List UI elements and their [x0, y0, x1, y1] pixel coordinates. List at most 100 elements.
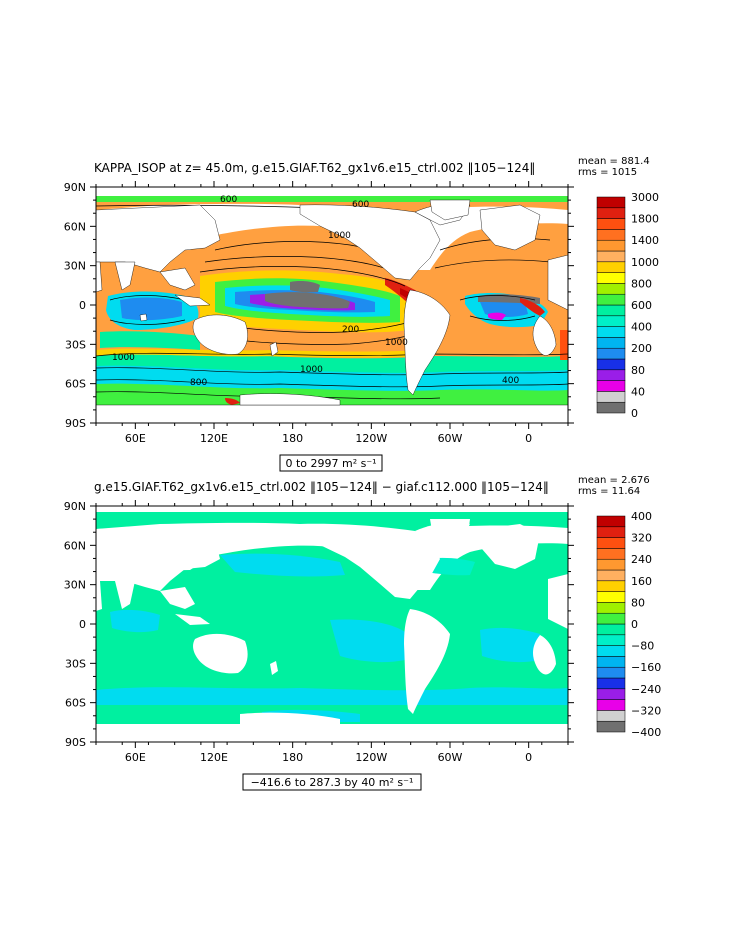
- colorbar-swatch: [596, 612, 626, 625]
- land-masses-2: [96, 519, 568, 742]
- y-tick-label: 90N: [64, 181, 86, 194]
- colorbar-label: 200: [631, 342, 652, 355]
- contour-label-group: 600 1000 1000 1000 1000 800 400 200 600: [112, 195, 519, 388]
- colorbar-swatch: [596, 677, 626, 690]
- contour-label: 600: [220, 195, 237, 205]
- colorbar-label: −320: [631, 704, 661, 717]
- panel-1: KAPPA_ISOP at z= 45.0m, g.e15.GIAF.T62_g…: [64, 156, 659, 472]
- x-tick-label: 120W: [355, 432, 387, 445]
- colorbar-swatch: [596, 710, 626, 722]
- x-tick-label: 60W: [438, 432, 463, 445]
- panel-1-range-label: 0 to 2997 m² s⁻¹: [285, 457, 376, 470]
- colorbar-swatch: [596, 293, 626, 306]
- colorbar-swatch: [596, 283, 626, 295]
- colorbar-label: 80: [631, 364, 645, 377]
- colorbar-swatch: [596, 347, 626, 360]
- colorbar-label: 1000: [631, 256, 659, 269]
- colorbar-label: 400: [631, 510, 652, 523]
- y-tick-label: 60S: [65, 697, 86, 710]
- colorbar-label: 800: [631, 277, 652, 290]
- colorbar-label: −240: [631, 683, 661, 696]
- panel-2-map: [96, 506, 568, 742]
- colorbar-swatch: [596, 304, 626, 317]
- colorbar-swatch: [596, 239, 626, 252]
- y-tick-label: 90N: [64, 500, 86, 513]
- panel-2-mean: mean = 2.676: [578, 475, 650, 486]
- panel-1-mean: mean = 881.4: [578, 156, 650, 167]
- contour-label: 1000: [300, 365, 323, 375]
- panel-2-rms: rms = 11.64: [578, 486, 640, 497]
- colorbar-swatch: [596, 569, 626, 582]
- panel-2-range-label: −416.6 to 287.3 by 40 m² s⁻¹: [251, 776, 414, 789]
- x-tick-label: 120E: [200, 751, 228, 764]
- panel-1-rms: rms = 1015: [578, 167, 637, 178]
- colorbar-label: 0: [631, 618, 638, 631]
- colorbar-label: 320: [631, 532, 652, 545]
- colorbar-swatch: [596, 720, 626, 733]
- x-tick-label: 0: [525, 432, 532, 445]
- ocean-field: [96, 196, 568, 423]
- colorbar-swatch: [596, 196, 626, 209]
- colorbar-label: 160: [631, 575, 652, 588]
- x-tick-label: 0: [525, 751, 532, 764]
- contour-label: 800: [190, 378, 207, 388]
- colorbar-label: −80: [631, 640, 654, 653]
- contour-label: 600: [352, 200, 369, 210]
- y-tick-label: 0: [79, 299, 86, 312]
- colorbar-label: 600: [631, 299, 652, 312]
- colorbar-label: 3000: [631, 191, 659, 204]
- colorbar-swatch: [596, 699, 626, 711]
- colorbar-swatch: [596, 666, 626, 679]
- colorbar-swatch: [596, 358, 626, 371]
- colorbar-label: 40: [631, 385, 645, 398]
- colorbar-swatch: [596, 369, 626, 381]
- colorbar-swatch: [596, 326, 626, 338]
- colorbar-swatch: [596, 580, 626, 592]
- colorbar-label: 1800: [631, 213, 659, 226]
- panel-2-colorbar: 400 320 240 160 80 0 −80 −160 −240 −320 −400: [596, 510, 661, 739]
- x-tick-label: 180: [282, 751, 303, 764]
- colorbar-label: −400: [631, 726, 661, 739]
- colorbar-label: −160: [631, 661, 661, 674]
- contour-label: 1000: [112, 353, 135, 363]
- colorbar-swatch: [596, 656, 626, 668]
- panel-2-x-axis: 60E 120E 180 120W 60W 0: [95, 500, 569, 764]
- x-tick-label: 120E: [200, 432, 228, 445]
- contour-label: 400: [502, 376, 519, 386]
- colorbar-swatch: [596, 591, 626, 603]
- y-tick-label: 60S: [65, 378, 86, 391]
- colorbar-swatch: [596, 218, 626, 230]
- colorbar-swatch: [596, 688, 626, 700]
- contour-label: 1000: [385, 338, 408, 348]
- y-tick-label: 60N: [64, 539, 86, 552]
- y-tick-label: 0: [79, 618, 86, 631]
- colorbar-swatch: [596, 207, 626, 219]
- colorbar-swatch: [596, 261, 626, 273]
- panel-2-y-axis: 90N 60N 30N 0 30S 60S 90S: [64, 500, 574, 749]
- panel-1-range-box: [279, 454, 383, 472]
- y-tick-label: 30S: [65, 657, 86, 670]
- panel-2-title: g.e15.GIAF.T62_gx1v6.e15_ctrl.002 ‖105−1…: [94, 480, 549, 494]
- colorbar-swatch: [596, 623, 626, 636]
- colorbar-swatch: [596, 229, 626, 241]
- colorbar-label: 80: [631, 596, 645, 609]
- x-tick-label: 180: [282, 432, 303, 445]
- y-tick-label: 90S: [65, 417, 86, 430]
- panel-1-title: KAPPA_ISOP at z= 45.0m, g.e15.GIAF.T62_g…: [94, 161, 535, 175]
- y-tick-label: 30N: [64, 579, 86, 592]
- colorbar-swatch: [596, 645, 626, 657]
- contour-label: 1000: [328, 231, 351, 241]
- panel-1-y-axis: 90N 60N 30N 0 30S 60S 90S: [64, 181, 574, 430]
- colorbar-swatch: [596, 548, 626, 560]
- colorbar-label: 0: [631, 407, 638, 420]
- difference-field: [96, 512, 568, 742]
- colorbar-swatch: [596, 515, 626, 528]
- y-tick-label: 60N: [64, 220, 86, 233]
- colorbar-swatch: [596, 526, 626, 538]
- colorbar-swatch: [596, 401, 626, 414]
- x-tick-label: 60E: [125, 751, 146, 764]
- land-masses: [96, 199, 568, 423]
- y-tick-label: 30N: [64, 260, 86, 273]
